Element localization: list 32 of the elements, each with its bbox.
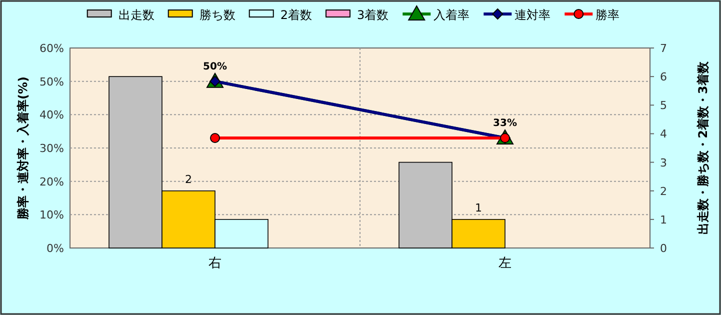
y2-tick-label: 7: [660, 42, 667, 55]
y-tick-label: 30%: [40, 142, 64, 155]
legend-label: 出走数: [118, 8, 154, 22]
y-tick-label: 40%: [40, 108, 64, 122]
y2-tick-label: 2: [660, 184, 667, 198]
y-axis-title: 勝率・連対率・入着率(%): [16, 76, 30, 220]
legend-label: 連対率: [514, 8, 551, 22]
bar: [108, 76, 162, 248]
data-label: 33%: [493, 118, 517, 129]
y-tick-label: 50%: [40, 75, 64, 88]
legend-label: 2着数: [280, 8, 312, 22]
x-tick-label: 右: [208, 256, 222, 271]
y2-tick-label: 6: [660, 70, 667, 84]
x-tick-label: 左: [498, 256, 512, 271]
data-label: 2: [185, 172, 192, 186]
y-tick-label: 60%: [40, 42, 64, 55]
y-tick-label: 20%: [40, 175, 64, 188]
legend-label: 勝ち数: [199, 8, 236, 22]
y2-tick-label: 1: [660, 213, 667, 226]
data-label: 1: [475, 201, 482, 214]
y2-tick-label: 4: [660, 128, 667, 141]
y2-axis-title: 出走数・勝ち数・2着数・3着数: [696, 60, 710, 234]
legend-label: 3着数: [357, 8, 389, 22]
y2-tick-label: 0: [660, 242, 667, 255]
legend-label: 入着率: [434, 8, 470, 22]
legend-label: 勝率: [596, 8, 620, 22]
y-tick-label: 0%: [46, 242, 64, 255]
y-tick-label: 10%: [40, 208, 64, 222]
y2-tick-label: 5: [660, 99, 667, 112]
y2-tick-label: 3: [660, 156, 667, 170]
data-label: 50%: [203, 61, 227, 72]
bar: [398, 162, 452, 248]
